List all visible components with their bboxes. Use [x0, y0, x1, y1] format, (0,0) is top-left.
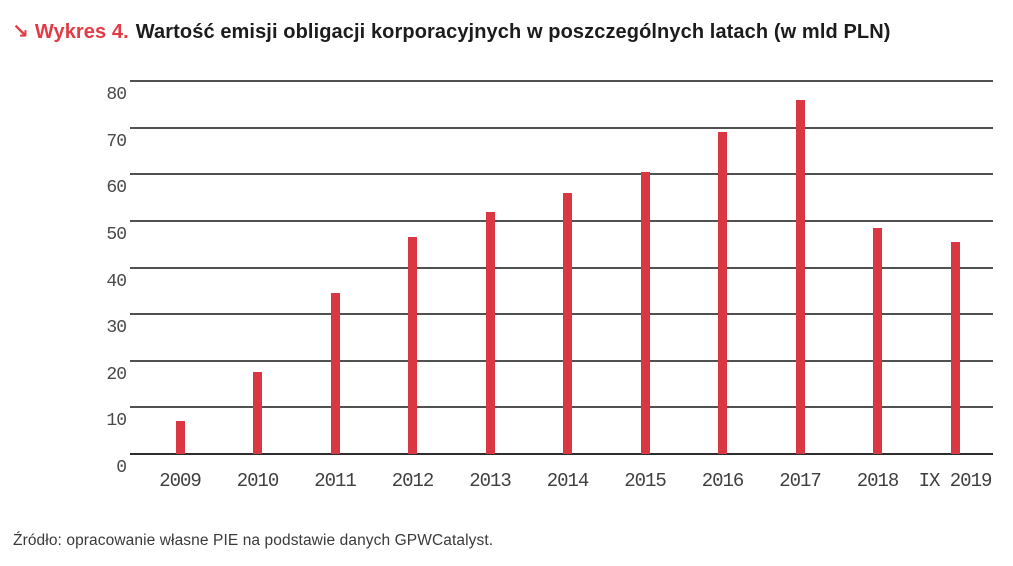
y-axis-tick-label: 10 — [106, 411, 127, 432]
x-axis-tick-label: 2010 — [236, 470, 280, 492]
bar-2012 — [408, 237, 417, 454]
x-axis-tick-label: 2015 — [624, 470, 667, 492]
x-axis-tick-label: 2017 — [779, 470, 822, 492]
bar-2013 — [485, 211, 495, 454]
chart-title-text: Wartość emisji obligacji korporacyjnych … — [135, 21, 891, 43]
y-axis-tick-label: 30 — [106, 318, 127, 339]
southeast-arrow-icon: ↘ — [12, 19, 29, 43]
x-axis-tick-label: 2012 — [391, 470, 435, 492]
y-axis-tick-label: 20 — [106, 364, 127, 385]
chart-title-number: Wykres 4. — [34, 21, 129, 43]
bar-2016 — [718, 132, 727, 454]
gridline-y-10 — [130, 406, 993, 409]
bar-2014 — [563, 192, 572, 454]
source-note: Źródło: opracowanie własne PIE na podsta… — [13, 532, 494, 549]
gridline-y-30 — [130, 313, 993, 316]
gridline-y-80 — [130, 80, 993, 82]
gridline-y-40 — [130, 266, 993, 269]
gridline-y-20 — [130, 359, 993, 362]
y-axis-tick-label: 40 — [106, 271, 127, 292]
x-axis-tick-label: 2009 — [159, 470, 202, 492]
x-axis-tick-label: 2011 — [314, 470, 357, 492]
bar-2018 — [873, 227, 882, 454]
bar-2015 — [640, 171, 650, 454]
y-axis-tick-label: 0 — [116, 458, 127, 478]
x-axis-tick-label: 2016 — [701, 470, 745, 492]
bar-2011 — [330, 293, 340, 454]
y-axis-tick-label: 70 — [106, 131, 127, 152]
x-axis-tick-label: 2018 — [856, 470, 900, 492]
y-axis-tick-label: 50 — [106, 224, 127, 245]
chart-title: ↘ Wykres 4. Wartość emisji obligacji korpo… — [12, 19, 891, 44]
bar-2017 — [795, 99, 805, 454]
gridline-y-60 — [130, 173, 993, 176]
gridline-y-70 — [130, 126, 993, 129]
y-axis-tick-label: 60 — [106, 178, 127, 199]
x-axis-tick-label: IX 2019 — [918, 470, 993, 492]
x-axis-tick-label: 2013 — [469, 470, 512, 492]
gridline-y-0 — [130, 453, 993, 455]
bar-2010 — [253, 372, 262, 454]
bar-2009 — [175, 421, 185, 454]
x-axis-tick-label: 2014 — [546, 470, 590, 492]
bar-IX-2019 — [950, 241, 960, 454]
gridline-y-50 — [130, 219, 993, 222]
y-axis-tick-label: 80 — [106, 85, 127, 105]
